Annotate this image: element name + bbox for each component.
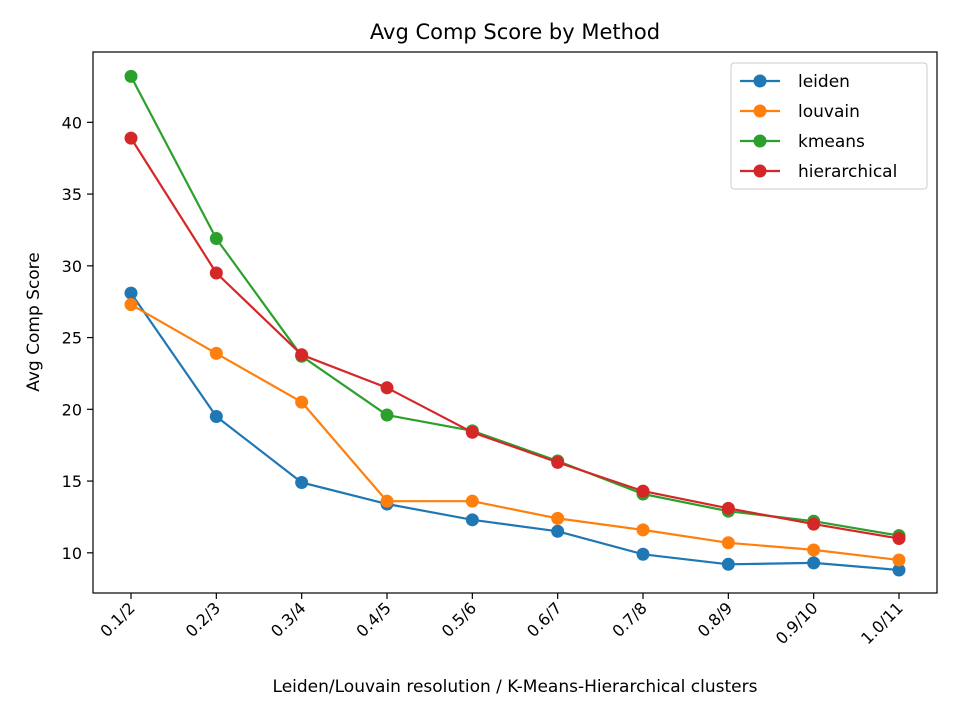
series-leiden bbox=[124, 286, 906, 577]
legend-swatch-marker bbox=[753, 164, 767, 178]
series-line-hierarchical bbox=[130, 137, 900, 540]
data-point-louvain bbox=[465, 494, 479, 508]
y-tick-label: 25 bbox=[62, 329, 82, 348]
data-point-leiden bbox=[124, 286, 138, 300]
y-tick-label: 15 bbox=[62, 472, 82, 491]
data-point-kmeans bbox=[209, 232, 223, 246]
legend-item-louvain: louvain bbox=[740, 102, 860, 122]
legend-label: hierarchical bbox=[798, 162, 897, 182]
data-point-hierarchical bbox=[124, 131, 138, 145]
data-point-hierarchical bbox=[380, 381, 394, 395]
data-point-louvain bbox=[807, 543, 821, 557]
data-point-hierarchical bbox=[465, 425, 479, 439]
legend-item-hierarchical: hierarchical bbox=[740, 162, 897, 182]
data-point-louvain bbox=[295, 395, 309, 409]
x-axis-label: Leiden/Louvain resolution / K-Means-Hier… bbox=[273, 677, 758, 697]
y-tick-label: 10 bbox=[62, 544, 82, 563]
legend-swatch-marker bbox=[753, 74, 767, 88]
data-point-kmeans bbox=[380, 408, 394, 422]
legend-item-leiden: leiden bbox=[740, 72, 850, 92]
data-point-kmeans bbox=[124, 69, 138, 83]
data-point-leiden bbox=[295, 476, 309, 490]
data-point-leiden bbox=[807, 556, 821, 570]
data-point-louvain bbox=[209, 346, 223, 360]
data-point-louvain bbox=[380, 494, 394, 508]
series-line-leiden bbox=[130, 292, 900, 572]
series-hierarchical bbox=[124, 131, 906, 545]
data-point-louvain bbox=[892, 553, 906, 567]
legend-label: kmeans bbox=[798, 132, 865, 152]
legend-swatch-marker bbox=[753, 104, 767, 118]
data-point-hierarchical bbox=[892, 531, 906, 545]
data-point-louvain bbox=[636, 523, 650, 537]
data-point-louvain bbox=[551, 511, 565, 525]
series-louvain bbox=[124, 298, 906, 567]
data-point-hierarchical bbox=[636, 484, 650, 498]
data-point-louvain bbox=[124, 298, 138, 312]
y-tick-label: 20 bbox=[62, 400, 82, 419]
data-point-hierarchical bbox=[295, 348, 309, 362]
data-point-leiden bbox=[209, 409, 223, 423]
data-point-hierarchical bbox=[551, 455, 565, 469]
plot-area bbox=[124, 69, 906, 577]
data-point-leiden bbox=[721, 557, 735, 571]
data-point-hierarchical bbox=[807, 517, 821, 531]
y-axis-label: Avg Comp Score bbox=[24, 252, 44, 392]
legend-box bbox=[730, 62, 928, 190]
data-point-leiden bbox=[892, 563, 906, 577]
axes-frame bbox=[92, 51, 938, 594]
y-tick-label: 35 bbox=[62, 185, 82, 204]
y-tick-label: 30 bbox=[62, 257, 82, 276]
data-point-leiden bbox=[636, 547, 650, 561]
data-point-hierarchical bbox=[721, 501, 735, 515]
series-line-louvain bbox=[130, 303, 900, 562]
data-point-leiden bbox=[465, 513, 479, 527]
y-tick-label: 40 bbox=[62, 113, 82, 132]
data-point-hierarchical bbox=[209, 266, 223, 280]
legend-item-kmeans: kmeans bbox=[740, 132, 865, 152]
legend: leiden louvain kmeans hierarchical bbox=[730, 62, 928, 190]
data-point-louvain bbox=[721, 536, 735, 550]
legend-label: louvain bbox=[798, 102, 860, 122]
legend-swatch-marker bbox=[753, 134, 767, 148]
legend-label: leiden bbox=[798, 72, 850, 92]
data-point-leiden bbox=[551, 524, 565, 538]
chart-title: Avg Comp Score by Method bbox=[370, 20, 660, 44]
